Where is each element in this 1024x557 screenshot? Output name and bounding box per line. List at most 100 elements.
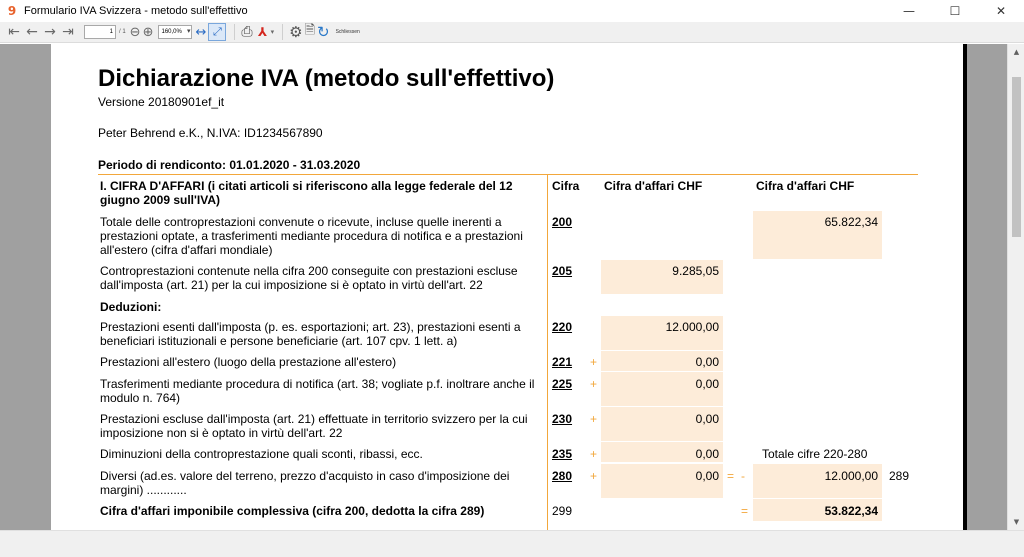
fit-page-button[interactable]: ⤢ bbox=[208, 23, 227, 41]
export-pdf-button[interactable]: ⅄ bbox=[255, 24, 271, 40]
row-280-field-a[interactable] bbox=[601, 464, 723, 498]
total-220-280-label: Totale cifre 220-280 bbox=[762, 447, 868, 461]
zoom-out-button[interactable]: ⊖ bbox=[130, 23, 141, 41]
row-299-field-b[interactable] bbox=[753, 499, 882, 521]
scroll-down-icon[interactable]: ▼ bbox=[1013, 518, 1020, 526]
scroll-up-icon[interactable]: ▲ bbox=[1013, 48, 1020, 56]
column-header-a: Cifra d'affari CHF bbox=[604, 179, 703, 193]
zoom-out-icon: ⊖ bbox=[129, 24, 141, 40]
scroll-thumb[interactable] bbox=[1012, 77, 1021, 237]
row-205-description: Controprestazioni contenute nella cifra … bbox=[100, 264, 518, 292]
viewer-toolbar: ⇤ ← → ⇥ 1 / 1 ⊖ ⊕ 160,0% ↔ ⤢ ⎙ ⅄ ▾ ⚙ 🗎 ↻… bbox=[0, 22, 1024, 43]
row-221-field-a[interactable] bbox=[601, 351, 723, 371]
document-button[interactable]: 🗎 bbox=[305, 23, 315, 41]
arrow-left-icon: ← bbox=[26, 24, 38, 40]
document-icon: 🗎 bbox=[304, 23, 316, 38]
gear-icon: ⚙ bbox=[289, 23, 303, 41]
toolbar-separator bbox=[282, 24, 284, 40]
fit-width-button[interactable]: ↔ bbox=[195, 23, 206, 41]
row-235-field-a[interactable] bbox=[601, 442, 723, 462]
row-280-operator: + bbox=[590, 469, 598, 483]
page-number-input[interactable]: 1 bbox=[84, 25, 116, 39]
vertical-scrollbar[interactable]: ▲ ▼ bbox=[1007, 44, 1024, 530]
app-logo-icon: 9 bbox=[7, 4, 17, 18]
row-225-operator: + bbox=[590, 377, 598, 391]
row-221-value-a: 0,00 bbox=[695, 355, 719, 369]
window-title: Formulario IVA Svizzera - metodo sull'ef… bbox=[24, 5, 248, 17]
row-200-code: 200 bbox=[552, 215, 573, 229]
row-221-operator: + bbox=[590, 355, 598, 369]
zoom-in-button[interactable]: ⊕ bbox=[143, 23, 154, 41]
toolbar-separator bbox=[234, 24, 236, 40]
export-dropdown-button[interactable]: ▾ bbox=[271, 23, 275, 41]
row-235-operator: + bbox=[590, 447, 598, 461]
last-page-button[interactable]: ⇥ bbox=[60, 23, 76, 41]
row-280-description: Diversi (ad.es. valore del terreno, prez… bbox=[100, 469, 510, 497]
row-299-value-b: 53.822,34 bbox=[824, 504, 878, 518]
maximize-button[interactable]: ☐ bbox=[949, 4, 961, 18]
document-page: Dichiarazione IVA (metodo sull'effettivo… bbox=[51, 44, 963, 530]
company-info: Peter Behrend e.K., N.IVA: ID1234567890 bbox=[98, 126, 323, 140]
close-viewer-button[interactable]: Schliessen bbox=[335, 29, 360, 35]
first-page-button[interactable]: ⇤ bbox=[6, 23, 22, 41]
horizontal-scrollbar[interactable] bbox=[0, 530, 1024, 544]
printer-icon: ⎙ bbox=[241, 24, 253, 40]
row-299-code: 299 bbox=[552, 504, 573, 518]
column-header-code: Cifra bbox=[552, 179, 580, 193]
zoom-select[interactable]: 160,0% bbox=[158, 25, 193, 39]
print-button[interactable]: ⎙ bbox=[241, 23, 252, 41]
column-divider bbox=[547, 175, 548, 530]
next-page-button[interactable]: → bbox=[42, 23, 58, 41]
document-title: Dichiarazione IVA (metodo sull'effettivo… bbox=[98, 65, 555, 92]
row-200-value-b: 65.822,34 bbox=[824, 215, 878, 229]
deductions-heading: Deduzioni: bbox=[100, 300, 162, 314]
row-299-equals: = bbox=[741, 504, 749, 518]
refresh-icon: ↻ bbox=[317, 23, 330, 41]
row-280-code: 280 bbox=[552, 469, 573, 483]
first-page-icon: ⇤ bbox=[8, 24, 20, 40]
prev-page-button[interactable]: ← bbox=[24, 23, 40, 41]
zoom-in-icon: ⊕ bbox=[142, 24, 154, 40]
settings-button[interactable]: ⚙ bbox=[289, 23, 302, 41]
row-205-value-a: 9.285,05 bbox=[672, 264, 719, 278]
minimize-button[interactable]: — bbox=[903, 4, 915, 18]
row-289-field-b[interactable] bbox=[753, 464, 882, 498]
row-225-code: 225 bbox=[552, 377, 573, 391]
row-235-code: 235 bbox=[552, 447, 573, 461]
row-221-code: 221 bbox=[552, 355, 573, 369]
row-225-description: Trasferimenti mediante procedura di noti… bbox=[100, 377, 535, 405]
document-version: Versione 20180901ef_it bbox=[98, 95, 225, 109]
row-230-code: 230 bbox=[552, 412, 573, 426]
row-200-field-b[interactable] bbox=[753, 211, 882, 259]
fit-width-icon: ↔ bbox=[195, 24, 207, 40]
row-225-field-a[interactable] bbox=[601, 372, 723, 406]
window-controls: — ☐ ✕ bbox=[886, 0, 1024, 22]
close-window-button[interactable]: ✕ bbox=[995, 4, 1007, 18]
row-230-field-a[interactable] bbox=[601, 407, 723, 441]
status-bar bbox=[0, 544, 1024, 557]
row-230-operator: + bbox=[590, 412, 598, 426]
document-viewer[interactable]: Dichiarazione IVA (metodo sull'effettivo… bbox=[0, 44, 1024, 530]
row-280-equals: = bbox=[727, 469, 735, 483]
row-280-value-a: 0,00 bbox=[695, 469, 719, 483]
row-230-description: Prestazioni escluse dall'imposta (art. 2… bbox=[100, 412, 528, 440]
refresh-button[interactable]: ↻ bbox=[317, 23, 330, 41]
chevron-down-icon: ▾ bbox=[270, 28, 275, 36]
row-235-value-a: 0,00 bbox=[695, 447, 719, 461]
row-289-code: 289 bbox=[889, 469, 910, 483]
row-205-field-a[interactable] bbox=[601, 260, 723, 294]
column-header-b: Cifra d'affari CHF bbox=[756, 179, 855, 193]
window-titlebar: 9 Formulario IVA Svizzera - metodo sull'… bbox=[0, 0, 1024, 22]
row-221-description: Prestazioni all'estero (luogo della pres… bbox=[100, 355, 397, 369]
row-235-description: Diminuzioni della controprestazione qual… bbox=[100, 447, 423, 461]
row-220-description: Prestazioni esenti dall'imposta (p. es. … bbox=[100, 320, 521, 348]
section-divider bbox=[98, 174, 918, 175]
row-280-minus: - bbox=[741, 469, 745, 483]
arrow-right-icon: → bbox=[44, 24, 56, 40]
row-299-description: Cifra d'affari imponibile complessiva (c… bbox=[100, 504, 485, 518]
fit-page-icon: ⤢ bbox=[212, 25, 222, 38]
row-220-code: 220 bbox=[552, 320, 573, 334]
row-220-field-a[interactable] bbox=[601, 316, 723, 350]
row-200-description: Totale delle controprestazioni convenute… bbox=[100, 215, 523, 257]
row-205-code: 205 bbox=[552, 264, 573, 278]
